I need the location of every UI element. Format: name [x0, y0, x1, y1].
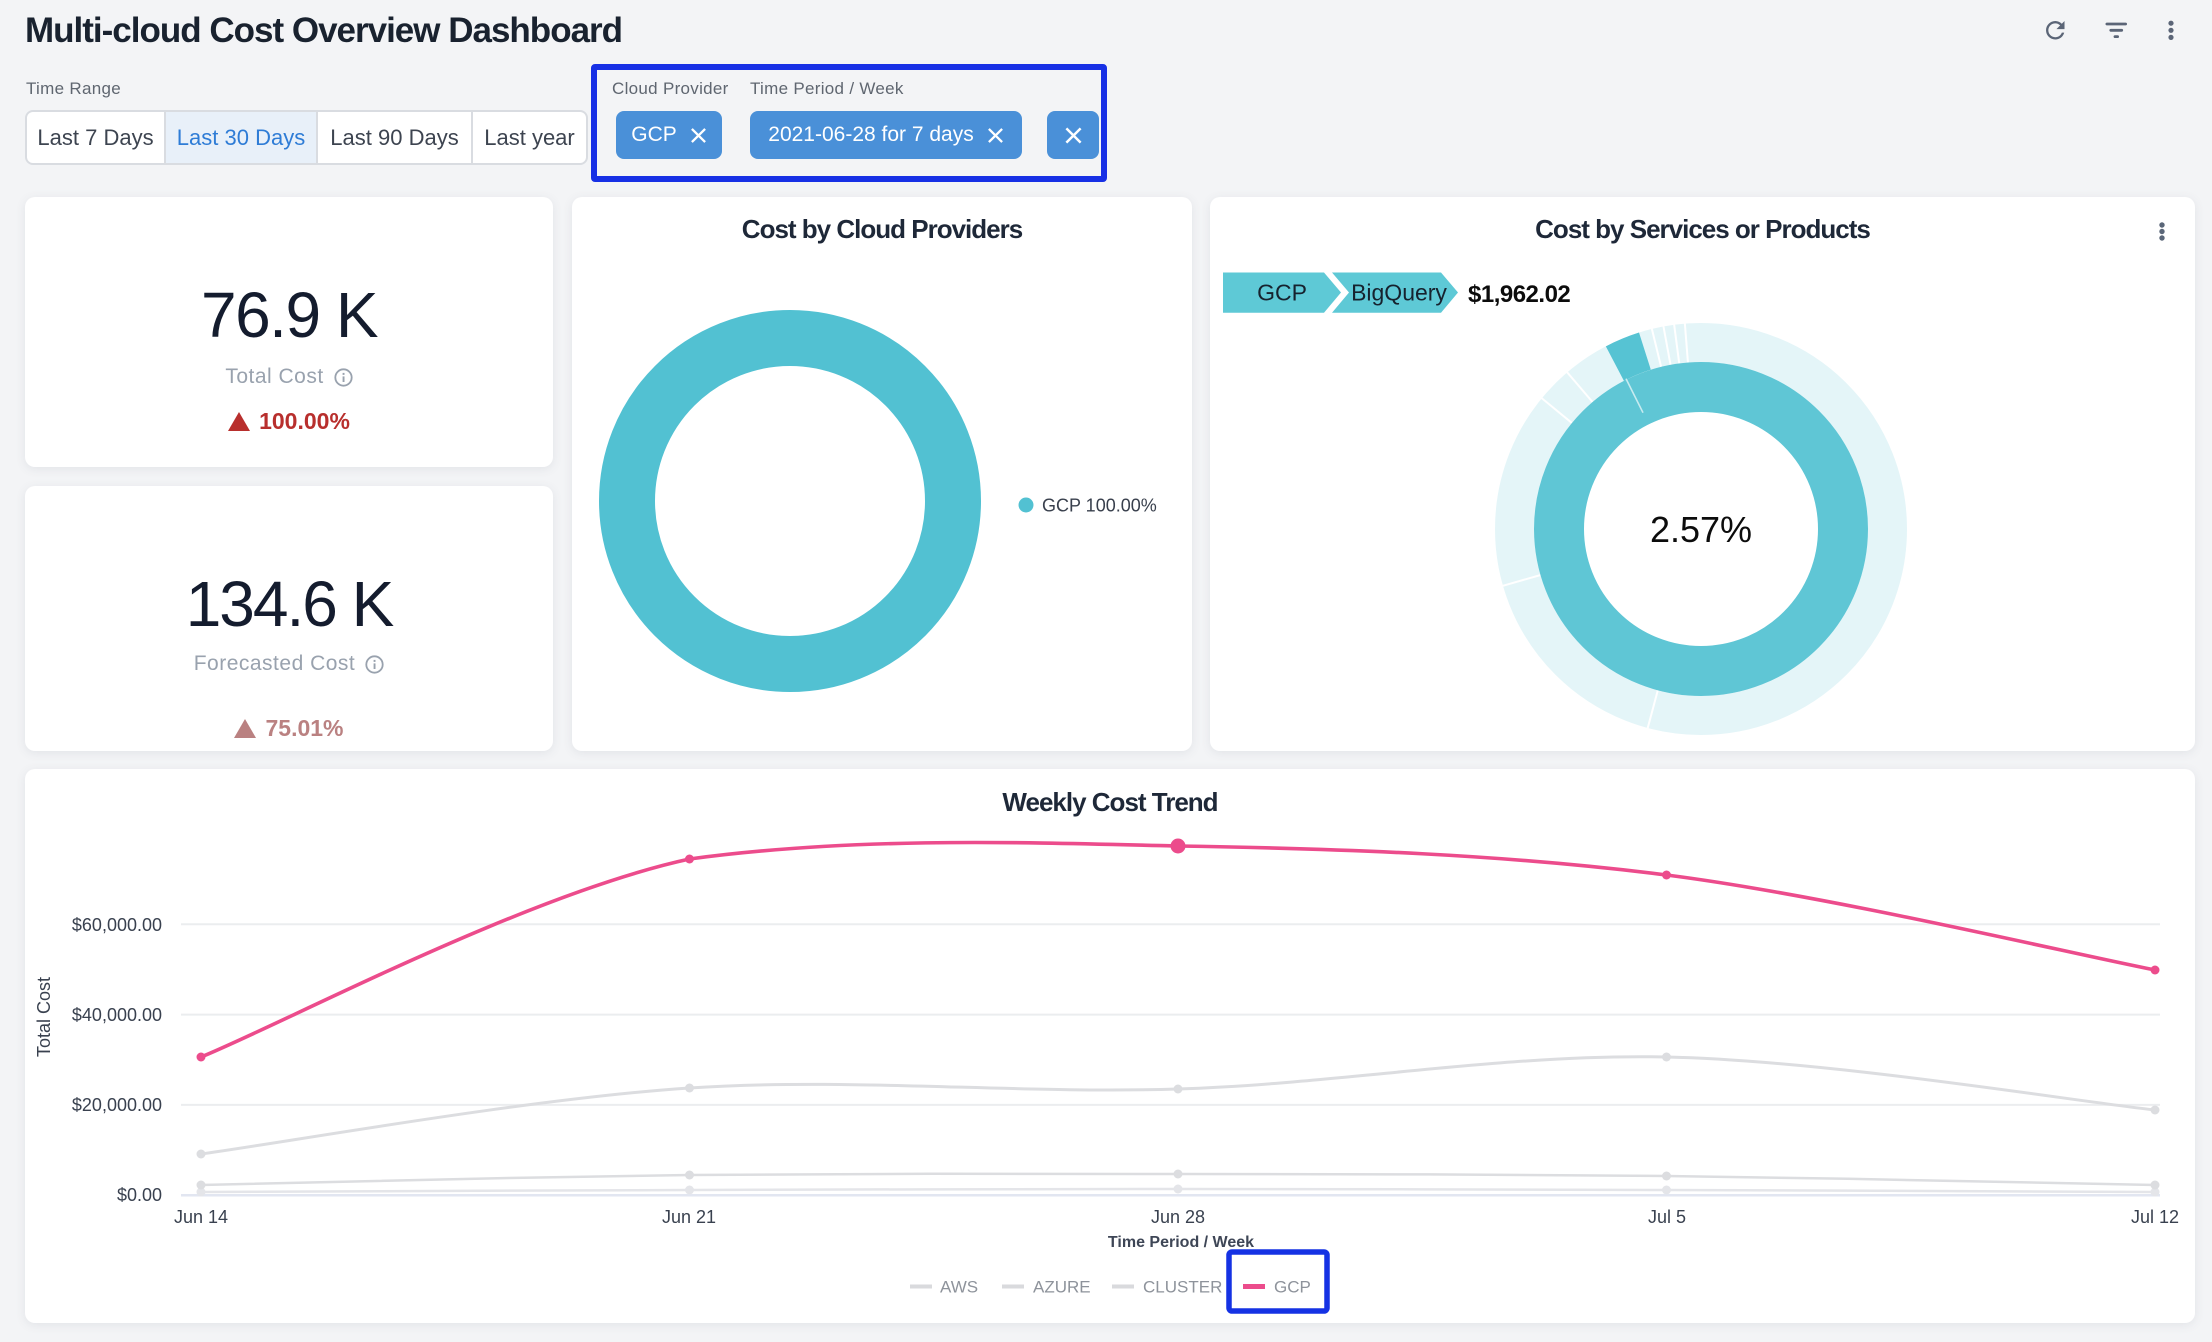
svg-text:BigQuery: BigQuery — [1351, 280, 1447, 306]
svg-text:Jun 21: Jun 21 — [662, 1207, 716, 1227]
svg-text:2.57%: 2.57% — [1650, 509, 1752, 550]
svg-text:AZURE: AZURE — [1033, 1278, 1091, 1297]
svg-text:Jul 5: Jul 5 — [1648, 1207, 1686, 1227]
svg-text:$20,000.00: $20,000.00 — [72, 1095, 162, 1115]
svg-text:GCP 100.00%: GCP 100.00% — [1042, 496, 1157, 516]
svg-text:Jul 12: Jul 12 — [2131, 1207, 2179, 1227]
svg-text:GCP: GCP — [1257, 280, 1307, 306]
svg-text:GCP: GCP — [1274, 1278, 1311, 1297]
svg-text:$0.00: $0.00 — [117, 1185, 162, 1205]
svg-text:Jun 14: Jun 14 — [174, 1207, 228, 1227]
svg-text:$1,962.02: $1,962.02 — [1468, 281, 1570, 308]
svg-text:$40,000.00: $40,000.00 — [72, 1005, 162, 1025]
svg-text:$60,000.00: $60,000.00 — [72, 915, 162, 935]
svg-text:AWS: AWS — [940, 1278, 978, 1297]
svg-text:CLUSTER: CLUSTER — [1143, 1278, 1222, 1297]
svg-text:Jun 28: Jun 28 — [1151, 1207, 1205, 1227]
svg-text:Total Cost: Total Cost — [34, 977, 54, 1057]
svg-text:Time Period / Week: Time Period / Week — [1108, 1234, 1254, 1251]
